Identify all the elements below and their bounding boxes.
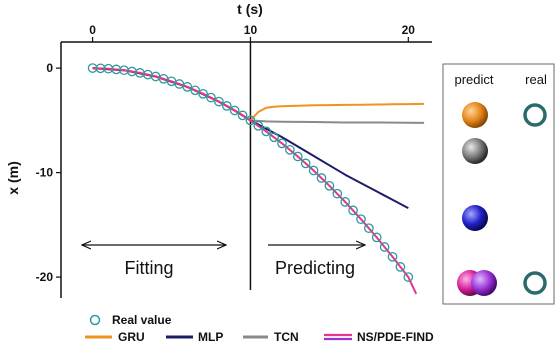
x-tick-label-2: 20	[402, 23, 416, 37]
real-value-point	[269, 132, 279, 143]
ball-gru-icon	[462, 102, 488, 128]
predict-real-panel: predict real	[442, 63, 555, 305]
series-nspdefind-line	[92, 67, 418, 295]
series-lines	[92, 67, 425, 295]
legend-nspde-label: NS/PDE-FIND	[357, 330, 434, 344]
fitting-label: Fitting	[124, 258, 173, 278]
real-value-point	[332, 188, 343, 199]
y-tick-label-0: 0	[46, 61, 53, 75]
real-value-point	[403, 272, 414, 282]
y-tick-label-1: -10	[36, 166, 54, 180]
y-tick-label-2: -20	[36, 270, 54, 284]
real-value-markers	[87, 63, 414, 282]
real-value-point	[324, 180, 335, 191]
real-value-point	[340, 197, 351, 207]
legend-real-marker	[89, 314, 101, 326]
real-value-point	[206, 92, 216, 103]
y-axis-title: x (m)	[5, 161, 21, 194]
ring-real-icon-2	[523, 271, 547, 295]
real-value-point	[371, 232, 382, 243]
legend-mlp-label: MLP	[198, 330, 223, 344]
x-axis-title: t (s)	[237, 1, 263, 17]
predicting-label: Predicting	[275, 258, 355, 278]
real-value-point	[316, 173, 327, 183]
real-value-point	[229, 105, 240, 116]
legend: Real value GRU MLP TCN NS/PDE-FIND	[85, 313, 434, 344]
real-value-point	[364, 223, 374, 234]
real-value-point	[308, 165, 319, 176]
real-value-point	[198, 88, 208, 99]
ring-real-icon	[523, 103, 547, 127]
panel-predict-label: predict	[454, 72, 493, 87]
axis-ticks: 0 10 20 0 -10 -20	[36, 23, 416, 284]
real-value-point	[285, 144, 295, 155]
ball-nspde-purple-icon	[471, 270, 497, 296]
real-value-point	[292, 151, 303, 162]
legend-real-label: Real value	[112, 313, 172, 327]
real-value-point	[300, 158, 311, 169]
real-value-point	[348, 205, 358, 216]
real-value-point	[214, 96, 224, 107]
real-value-point	[356, 214, 366, 225]
real-value-point	[190, 85, 201, 96]
real-value-point	[245, 115, 256, 126]
real-value-point	[253, 120, 264, 131]
legend-gru-label: GRU	[118, 330, 145, 344]
real-value-point	[261, 126, 272, 137]
x-tick-label-0: 0	[89, 23, 96, 37]
legend-tcn-label: TCN	[274, 330, 299, 344]
real-value-point	[379, 242, 390, 252]
ball-mlp-icon	[462, 205, 488, 231]
real-value-point	[182, 82, 193, 92]
ball-tcn-icon	[462, 138, 488, 164]
real-value-point	[221, 101, 232, 111]
x-tick-label-1: 10	[244, 23, 258, 37]
real-value-point	[237, 110, 248, 121]
real-value-point	[395, 262, 406, 272]
panel-frame	[442, 63, 555, 305]
real-value-point	[387, 251, 398, 262]
panel-real-label: real	[525, 72, 547, 87]
real-value-point	[277, 138, 287, 149]
